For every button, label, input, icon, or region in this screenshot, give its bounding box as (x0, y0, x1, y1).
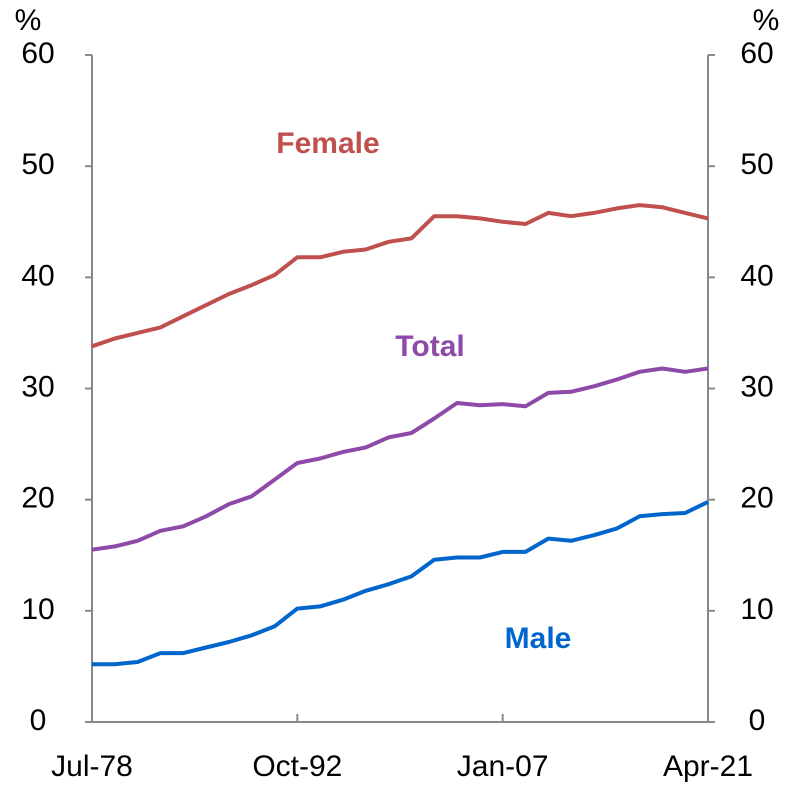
x-tick-label: Apr-21 (663, 750, 753, 783)
x-tick-label: Oct-92 (252, 750, 342, 783)
series-line (91, 203, 709, 349)
series-line (91, 366, 709, 552)
y-tick-label: 20 (21, 482, 54, 515)
y-unit: % (15, 4, 42, 37)
y-tick-label: 10 (21, 593, 54, 626)
series-label: Male (505, 622, 572, 655)
y2-unit: % (753, 4, 780, 37)
y2-tick-label: 30 (740, 370, 773, 403)
y-tick-label: 40 (21, 259, 54, 292)
y2-tick-label: 50 (740, 148, 773, 181)
x-tick-label: Jan-07 (457, 750, 549, 783)
y-tick-label: 0 (30, 704, 47, 737)
series-line (92, 500, 709, 667)
y-tick-label: 60 (21, 37, 54, 70)
y2-tick-label: 10 (740, 593, 773, 626)
series-label: Female (276, 127, 379, 160)
series-label: Total (395, 330, 464, 363)
y-tick-label: 30 (21, 370, 54, 403)
y2-tick-label: 0 (749, 704, 766, 737)
y2-tick-label: 20 (740, 482, 773, 515)
y2-tick-label: 40 (740, 259, 773, 292)
y2-tick-label: 60 (740, 37, 773, 70)
x-tick-label: Jul-78 (51, 750, 133, 783)
y-tick-label: 50 (21, 148, 54, 181)
